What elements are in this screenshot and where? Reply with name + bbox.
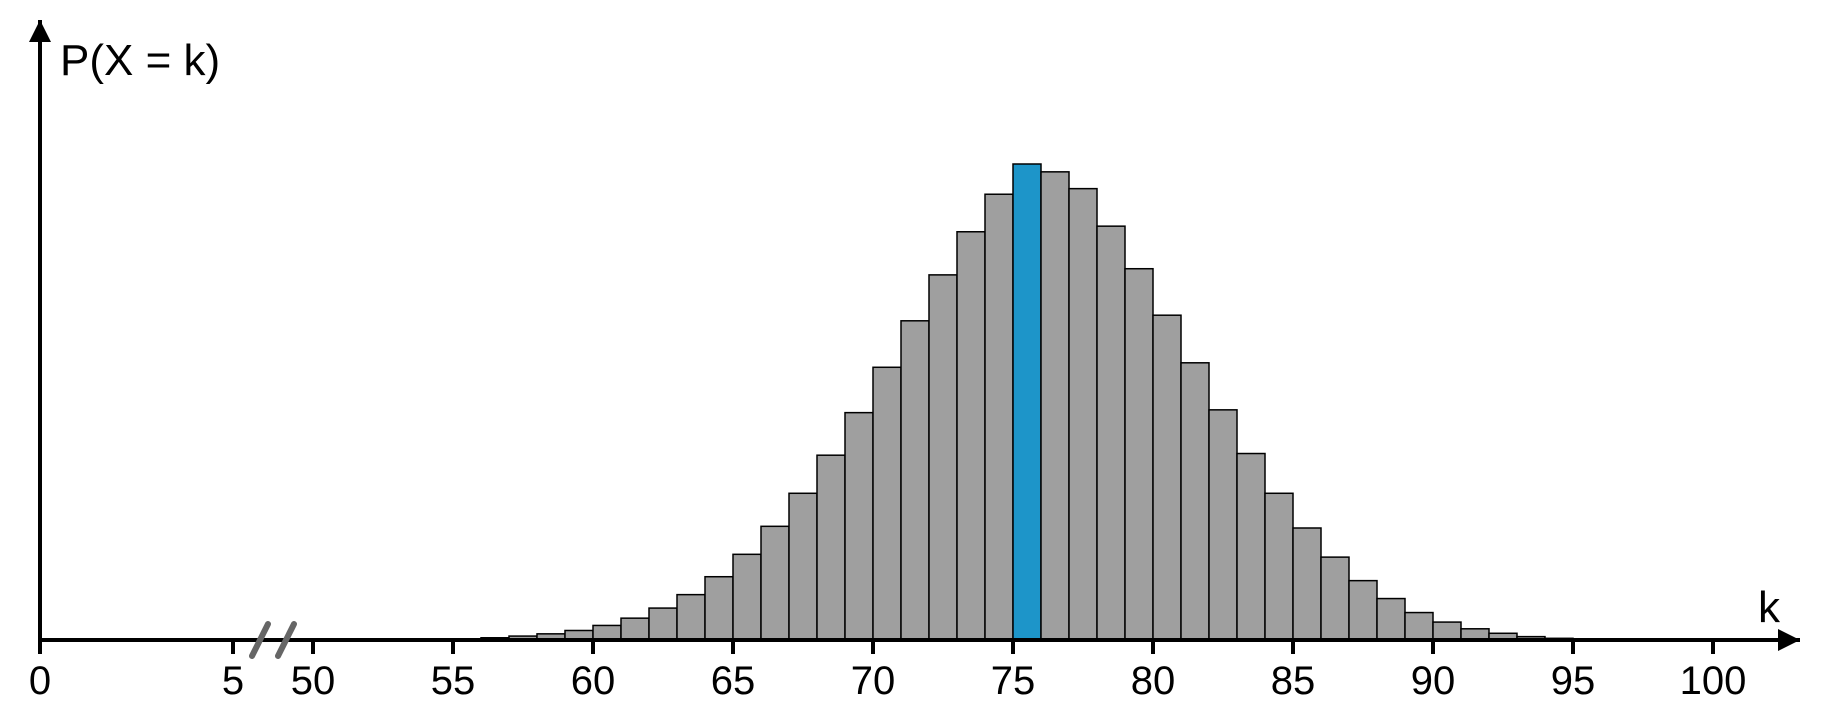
- bar: [1377, 599, 1405, 640]
- bar: [929, 275, 957, 640]
- bar: [677, 595, 705, 640]
- bar-highlight: [1013, 164, 1041, 640]
- x-tick-label: 100: [1680, 659, 1747, 703]
- y-axis-label: P(X = k): [60, 36, 220, 85]
- bar: [1433, 622, 1461, 640]
- x-tick-label: 0: [29, 659, 51, 703]
- bar: [1097, 226, 1125, 640]
- bar: [705, 577, 733, 640]
- x-tick-label: 50: [291, 659, 336, 703]
- bar: [1405, 613, 1433, 640]
- x-tick-label: 95: [1551, 659, 1596, 703]
- bar: [1237, 454, 1265, 640]
- x-tick-label: 55: [431, 659, 476, 703]
- bar: [817, 455, 845, 640]
- x-tick-label: 80: [1131, 659, 1176, 703]
- bar: [1041, 172, 1069, 640]
- bars: [453, 164, 1601, 640]
- y-axis-arrow: [29, 20, 51, 42]
- x-tick-label: 85: [1271, 659, 1316, 703]
- bar: [873, 367, 901, 640]
- x-tick-label: 5: [222, 659, 244, 703]
- bar: [1265, 493, 1293, 640]
- x-tick-label: 75: [991, 659, 1036, 703]
- x-axis-label: k: [1758, 583, 1781, 632]
- x-axis-arrow: [1778, 629, 1800, 651]
- x-ticks: 0 5 50 55 60 65 70 75 80 85 90 95 100: [29, 640, 1747, 703]
- bar: [1069, 189, 1097, 640]
- bar: [1125, 269, 1153, 640]
- bar: [1349, 581, 1377, 640]
- x-tick-label: 90: [1411, 659, 1456, 703]
- bar: [1181, 363, 1209, 640]
- bar: [957, 232, 985, 640]
- probability-histogram: 0 5 50 55 60 65 70 75 80 85 90 95 100 P(X = k) k: [0, 0, 1828, 721]
- bar: [1153, 315, 1181, 640]
- bar: [789, 493, 817, 640]
- bar: [593, 625, 621, 640]
- bar: [1293, 528, 1321, 640]
- bar: [985, 194, 1013, 640]
- bar: [845, 413, 873, 640]
- bar: [621, 618, 649, 640]
- x-tick-label: 60: [571, 659, 616, 703]
- bar: [733, 554, 761, 640]
- bar: [1321, 557, 1349, 640]
- bar: [649, 608, 677, 640]
- x-tick-label: 65: [711, 659, 756, 703]
- bar: [1209, 410, 1237, 640]
- x-tick-label: 70: [851, 659, 896, 703]
- bar: [901, 321, 929, 640]
- bar: [761, 526, 789, 640]
